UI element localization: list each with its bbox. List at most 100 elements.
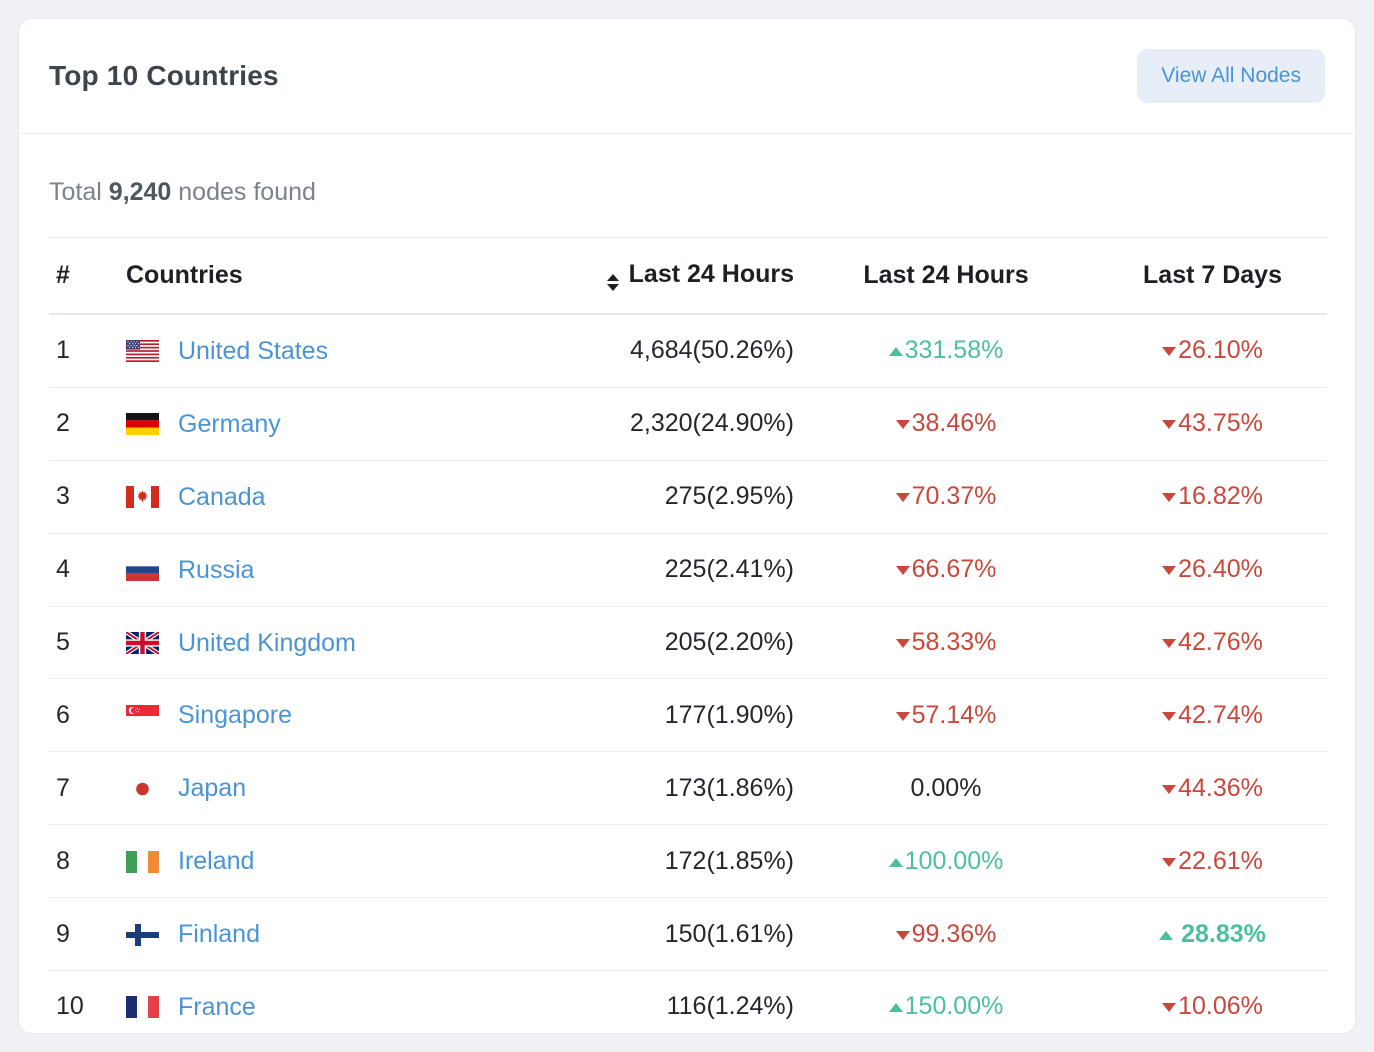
change-24h-cell: 38.46% [794,387,1098,461]
change-24h-cell: 331.58% [794,314,1098,388]
nodes-count-cell: 116(1.24%) [666,992,794,1021]
down-arrow-icon [895,930,910,940]
header-last24-count[interactable]: Last 24 Hours [561,237,794,315]
flag-sg-icon [126,704,159,727]
change-7d-cell: 10.06% [1098,971,1327,1033]
header-last24-count-label: Last 24 Hours [628,260,794,288]
down-arrow-icon [1162,566,1177,576]
down-arrow-icon [895,493,910,503]
change-7d-cell: 16.82% [1098,460,1327,534]
down-arrow-icon [895,420,910,430]
country-cell: Russia [121,533,561,607]
country-cell: Canada [121,460,561,534]
flag-ru-icon [126,559,159,582]
sort-updown-icon[interactable] [606,274,619,291]
rank-cell: 3 [49,460,121,534]
change-7d-cell: 26.10% [1098,314,1327,388]
rank-cell: 2 [49,387,121,461]
card-body: Total 9,240 nodes found # Countries Last… [19,134,1355,1033]
country-link-ru[interactable]: Russia [178,555,255,584]
rank-cell: 4 [49,533,121,607]
country-cell: Japan [121,751,561,826]
flag-ie-icon [126,850,159,873]
table-row: 2 Germany 2,320(24.90%) 38.46% 43.75% [49,387,1327,461]
country-cell: Singapore [121,678,561,753]
down-arrow-icon [1162,711,1177,721]
up-arrow-icon [888,1003,903,1013]
change-24h-cell: 0.00% [794,751,1098,826]
table-row: 1 United States 4,684(50.26%) 331.58% 26.10% [49,314,1327,388]
down-arrow-icon [1162,1003,1177,1013]
flag-us-icon [126,340,159,363]
change-7d-cell: 43.75% [1098,387,1327,461]
country-cell: Ireland [121,824,561,899]
down-arrow-icon [895,711,910,721]
down-arrow-icon [1162,493,1177,503]
table-row: 3 Canada 275(2.95%) 70.37% 16.82% [49,460,1327,534]
country-link-de[interactable]: Germany [178,409,281,438]
country-link-ca[interactable]: Canada [178,482,266,511]
rank-cell: 5 [49,606,121,680]
change-24h-cell: 66.67% [794,533,1098,607]
table-body: 1 United States 4,684(50.26%) 331.58% 26.10%… [49,314,1327,1033]
flag-jp-icon [126,777,159,800]
country-cell: Germany [121,387,561,461]
up-arrow-icon [888,857,903,867]
change-7d-cell: 42.74% [1098,678,1327,753]
header-rank: # [49,237,121,315]
down-arrow-icon [895,566,910,576]
country-link-ie[interactable]: Ireland [178,847,255,876]
view-all-nodes-button[interactable]: View All Nodes [1137,49,1325,103]
change-7d-cell: 26.40% [1098,533,1327,607]
down-arrow-icon [1162,857,1177,867]
flag-ca-icon [126,486,159,509]
header-last24-change: Last 24 Hours [794,237,1098,315]
country-link-us[interactable]: United States [178,336,329,365]
rank-cell: 9 [49,897,121,972]
up-arrow-icon [1159,930,1174,940]
table-row: 6 Singapore 177(1.90%) 57.14% 42.74% [49,678,1327,753]
rank-cell: 7 [49,751,121,826]
table-header-row: # Countries Last 24 Hours Last 24 Hours … [49,237,1327,315]
nodes-count-cell: 205(2.20%) [561,606,794,680]
table-row: 5 United Kingdom 205(2.20%) 58.33% 42.76% [49,606,1327,680]
flag-gb-icon [126,631,159,654]
card-header: Top 10 Countries View All Nodes [19,19,1355,134]
country-cell: United Kingdom [121,606,561,680]
nodes-count-cell: 275(2.95%) [561,460,794,534]
nodes-count-cell: 4,684(50.26%) [561,314,794,388]
table-row: 4 Russia 225(2.41%) 66.67% 26.40% [49,533,1327,607]
change-24h-cell: 57.14% [794,678,1098,753]
table-row: 9 Finland 150(1.61%) 99.36% 28.83% [49,897,1327,972]
total-prefix: Total [49,178,102,206]
nodes-count-cell: 172(1.85%) [561,824,794,899]
rank-cell: 1 [49,314,121,388]
change-24h-cell: 100.00% [794,824,1098,899]
down-arrow-icon [1162,347,1177,357]
country-link-fi[interactable]: Finland [178,920,260,949]
flag-fr-icon [126,996,159,1019]
rank-cell: 6 [49,678,121,753]
rank-cell: 10 [56,992,84,1021]
change-24h-cell: 70.37% [794,460,1098,534]
up-arrow-icon [888,347,903,357]
country-link-gb[interactable]: United Kingdom [178,628,356,657]
rank-cell: 8 [49,824,121,899]
header-last7-change: Last 7 Days [1098,237,1327,315]
country-link-fr[interactable]: France [178,992,256,1021]
country-link-jp[interactable]: Japan [178,774,247,803]
top-countries-card: Top 10 Countries View All Nodes Total 9,… [18,18,1356,1034]
page-title: Top 10 Countries [49,60,279,91]
down-arrow-icon [1162,784,1177,794]
nodes-count-cell: 150(1.61%) [561,897,794,972]
country-link-sg[interactable]: Singapore [178,701,292,730]
change-24h-cell: 58.33% [794,606,1098,680]
table-row: 7 Japan 173(1.86%) 0.00% 44.36% [49,751,1327,826]
country-cell: France [121,971,561,1033]
flag-de-icon [126,413,159,436]
down-arrow-icon [1162,420,1177,430]
nodes-count-cell: 2,320(24.90%) [561,387,794,461]
country-cell: United States [121,314,561,388]
change-7d-cell: 44.36% [1098,751,1327,826]
country-cell: Finland [121,897,561,972]
